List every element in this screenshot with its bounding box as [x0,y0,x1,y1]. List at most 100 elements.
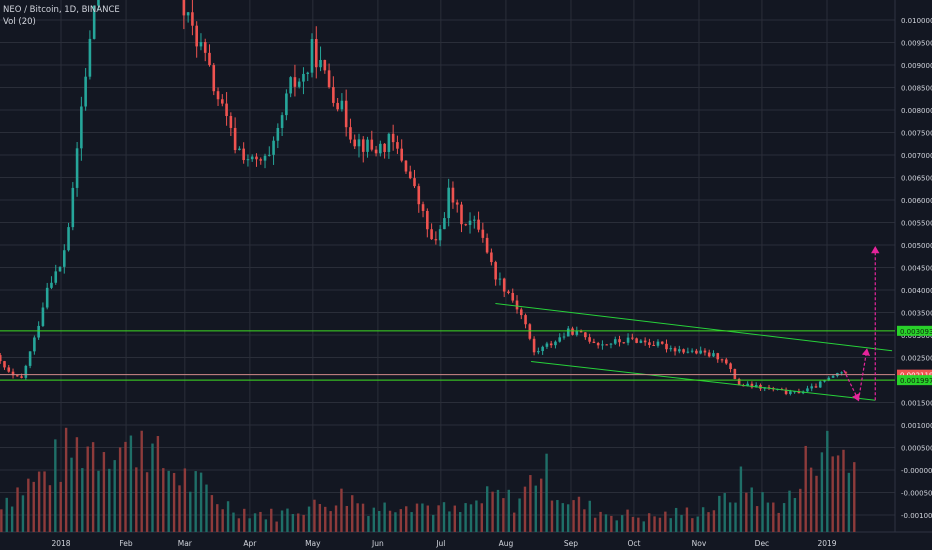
candle-body [639,340,643,343]
volume-bar [70,457,73,532]
candle-body [673,348,677,352]
candle-body [609,343,613,345]
volume-bar [91,442,95,532]
symbol-label: NEO / Bitcoin, 1D, BINANCE [3,5,120,15]
candle-body [438,229,442,241]
volume-bar [680,514,683,532]
volume-bar [361,503,365,532]
volume-bar [270,508,273,532]
volume-bar [334,505,338,532]
volume-bar [248,518,251,532]
volume-bar [485,486,489,532]
candle-body [344,100,348,128]
candle-body [259,159,263,161]
candle-body [396,142,399,149]
candle-body [635,338,638,343]
volume-bar [782,503,786,532]
price-level-label-bg [897,375,932,386]
candle-body [660,341,664,344]
volume-bar [32,481,35,532]
candle-body [229,116,233,128]
candle-body [707,352,711,357]
price-tick-label: 0.005500 [901,220,932,228]
volume-bar [307,506,311,532]
time-tick-label: Dec [755,539,770,548]
forecast-arrow [843,369,860,402]
price-level-label: 0.001997 [900,377,932,385]
candle-body [216,91,220,100]
chart-legend: NEO / Bitcoin, 1D, BINANCE Vol (20) [3,4,120,28]
price-tick-label: -0.001000 [901,512,932,520]
volume-bar [491,491,494,532]
candle-body [208,52,211,66]
volume-bar [626,509,629,532]
candle-body [631,337,634,339]
candle-body [366,139,369,152]
candle-body [451,187,455,203]
volume-bar [523,486,527,532]
candle-body [724,359,728,364]
price-tick-label: 0.008500 [901,85,932,93]
candle-body [306,72,310,74]
candle-body [746,383,749,386]
candle-body [195,25,198,47]
candle-body [840,372,843,374]
volume-bar [54,439,57,532]
candle-body [443,218,446,230]
candle-body [357,139,361,147]
candle-body [558,337,562,342]
candle-body [789,391,792,394]
volume-bar [145,472,149,532]
volume-bar [43,471,46,532]
volume-bar [604,514,608,532]
volume-bar [405,506,408,532]
candle-body [391,133,395,143]
candle-body [494,262,497,280]
candle-body [361,139,365,152]
price-tick-label: 0.007000 [901,152,932,160]
candle-body [54,271,58,283]
volume-bar [545,453,548,532]
volume-bar [140,430,143,532]
volume-bar [108,468,111,532]
candle-body [652,345,655,347]
volume-bar [793,497,797,532]
volume-bar [766,502,770,532]
candle-body [682,349,685,353]
candle-body [737,378,741,386]
volume-bar [302,514,305,532]
volume-bar [226,501,230,532]
candle-body [80,106,83,149]
candle-body [413,178,416,187]
volume-bar [10,506,14,532]
price-tick-label: 0.002500 [901,355,932,363]
volume-bar [539,478,543,532]
volume-bar [5,497,8,532]
volume-bar [777,512,780,532]
candle-body [686,351,690,353]
volume-bar [804,445,807,532]
candle-body [289,77,292,94]
price-tick-label: -0.000500 [901,490,932,498]
time-tick-label: Jul [435,539,445,548]
candle-body [293,77,297,87]
volume-bar [421,503,424,532]
volume-bar [259,511,262,532]
candle-body [92,5,96,39]
volume-bar [129,435,133,532]
candle-body [11,371,15,376]
candle-body [455,202,459,205]
price-tick-label: 0.000500 [901,445,932,453]
candle-body [285,93,288,116]
volume-bar [561,503,564,532]
volume-bar [718,495,721,532]
candle-body [549,343,553,346]
candle-body [387,133,391,152]
candle-body [263,155,267,161]
candle-body [272,140,275,155]
candle-body [447,187,450,219]
volume-bar [820,452,824,532]
